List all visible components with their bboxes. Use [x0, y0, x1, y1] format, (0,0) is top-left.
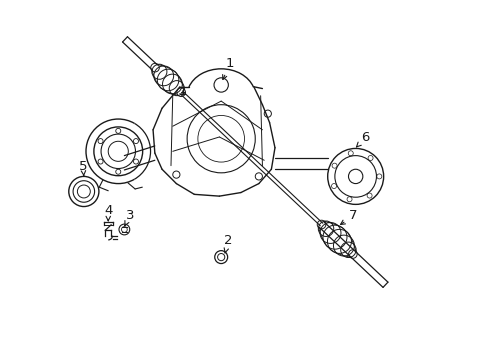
- Text: 4: 4: [104, 204, 112, 221]
- Text: 5: 5: [79, 160, 87, 176]
- Text: 6: 6: [356, 131, 369, 147]
- Text: 3: 3: [124, 210, 134, 226]
- Text: 7: 7: [340, 210, 357, 225]
- Text: 1: 1: [222, 57, 234, 80]
- Text: 2: 2: [224, 234, 232, 253]
